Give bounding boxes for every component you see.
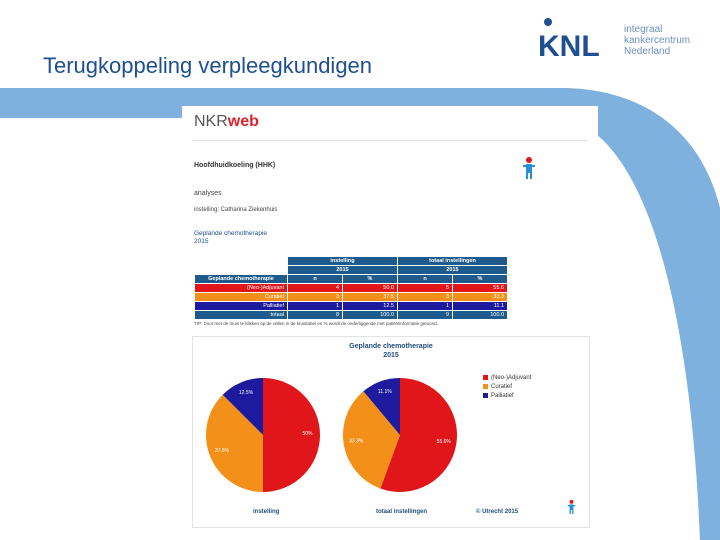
table-cell[interactable]: 12.5 (342, 301, 398, 311)
logo-line-2: kankercentrum (624, 35, 691, 46)
pie-slice[interactable] (263, 378, 320, 492)
table-cell[interactable]: 100.0 (342, 310, 398, 320)
table-row: Palliatief 1 12.5 1 11.1 (194, 301, 508, 311)
pie-slice-label: 55.6% (437, 439, 452, 445)
table-cell[interactable]: 3 (287, 292, 343, 302)
pie-slice[interactable] (222, 378, 263, 435)
table-cell[interactable]: 37.5 (342, 292, 398, 302)
pie-charts: 50% 37.5% 12.5% 55.6% 33.3% 11.1% (205, 378, 458, 492)
legend-item: Palliatief (483, 391, 531, 400)
table-cell[interactable]: 3 (397, 292, 453, 302)
group-header-totaal: totaal instellingen (397, 256, 508, 266)
pie-slice[interactable] (343, 391, 400, 489)
year-header-totaal: 2015 (397, 265, 508, 275)
person-icon (567, 499, 576, 515)
pie-slice-label: 37.5% (215, 448, 230, 454)
legend-swatch (483, 393, 488, 398)
knl-logo-mark: KNL (538, 18, 600, 63)
table-cell[interactable]: 1 (287, 301, 343, 311)
row-header: Geplande chemotherapie (194, 274, 288, 284)
group-header-instelling: instelling (287, 256, 398, 266)
row-label: Palliatief (194, 301, 288, 311)
table-row: (Neo-)Adjuvant 4 50.0 5 55.6 (194, 283, 508, 293)
pie-slice-label: 11.1% (378, 389, 392, 395)
year-header-instelling: 2015 (287, 265, 398, 275)
table-row-total: totaal 8 100.0 9 100.0 (194, 310, 508, 320)
knl-logo: KNL integraal kankercentrum Nederland (538, 14, 718, 64)
table-cell[interactable]: 9 (397, 310, 453, 320)
pie-caption-instelling: instelling (253, 509, 280, 515)
table-cell[interactable]: 55.6 (452, 283, 508, 293)
row-label: Curatief (194, 292, 288, 302)
legend-item: Curatief (483, 382, 531, 391)
results-table: instelling totaal instellingen 2015 2015… (194, 256, 508, 320)
table-cell[interactable]: 8 (287, 310, 343, 320)
pie-slice[interactable] (363, 378, 400, 435)
pie-slice[interactable] (205, 394, 263, 492)
pie-slice[interactable] (380, 378, 458, 492)
nkrweb-brand: NKRweb (194, 113, 259, 130)
table-row: Curatief 3 37.5 3 33.3 (194, 292, 508, 302)
legend-label: (Neo-)Adjuvant (491, 374, 532, 381)
logo-mark-text: KNL (538, 30, 600, 63)
table-cell[interactable]: 11.1 (452, 301, 508, 311)
table-cell[interactable]: 100.0 (452, 310, 508, 320)
slide-title: Terugkoppeling verpleegkundigen (43, 53, 373, 78)
logo-line-3: Nederland (624, 46, 671, 57)
table-cell[interactable]: 50.0 (342, 283, 398, 293)
chart-subtitle: 2015 (383, 352, 399, 359)
logo-line-1: integraal (624, 24, 663, 35)
legend-label: Curatief (491, 383, 513, 390)
divider (192, 140, 588, 141)
legend-swatch (483, 375, 488, 380)
table-cell[interactable]: 4 (287, 283, 343, 293)
table-cell[interactable]: 33.3 (452, 292, 508, 302)
pie-slice-label: 50% (302, 431, 313, 437)
col-header-n: n (397, 274, 453, 284)
row-label: (Neo-)Adjuvant (194, 283, 288, 293)
pie-caption-totaal: totaal instellingen (376, 509, 428, 515)
col-header-n: n (287, 274, 343, 284)
tip-text: TIP: Door met de muis te klikken op de c… (194, 321, 438, 326)
logo-text: integraal kankercentrum Nederland (624, 24, 690, 57)
person-icon (523, 157, 535, 179)
col-header-pct: % (452, 274, 508, 284)
pie-slice-label: 12.5% (239, 390, 254, 396)
pie-slice-label: 33.3% (349, 439, 364, 445)
table-cell[interactable]: 5 (397, 283, 453, 293)
legend-label: Palliatief (491, 392, 514, 399)
report-subheading: analyses (194, 190, 222, 197)
report-heading: Hoofdhuidkoeling (HHK) (194, 162, 276, 169)
chart-footer: © Utrecht 2015 (476, 509, 519, 515)
legend-swatch (483, 384, 488, 389)
chart-legend: (Neo-)Adjuvant Curatief Palliatief (483, 373, 531, 400)
legend-item: (Neo-)Adjuvant (483, 373, 531, 382)
background-swoosh (0, 88, 720, 540)
col-header-pct: % (342, 274, 398, 284)
instelling-line: instelling: Catharina Ziekenhuis (194, 207, 278, 213)
table-cell[interactable]: 1 (397, 301, 453, 311)
pie-chart-panel: Geplande chemotherapie 2015 50% 37.5% 12.5… (192, 336, 590, 528)
section-title: Geplande chemotherapie (194, 230, 267, 237)
chart-title: Geplande chemotherapie (349, 343, 433, 350)
nkrweb-report: NKRweb Hoofdhuidkoeling (HHK) analyses i… (182, 106, 598, 532)
row-label: totaal (194, 310, 288, 320)
section-year: 2015 (194, 238, 209, 245)
